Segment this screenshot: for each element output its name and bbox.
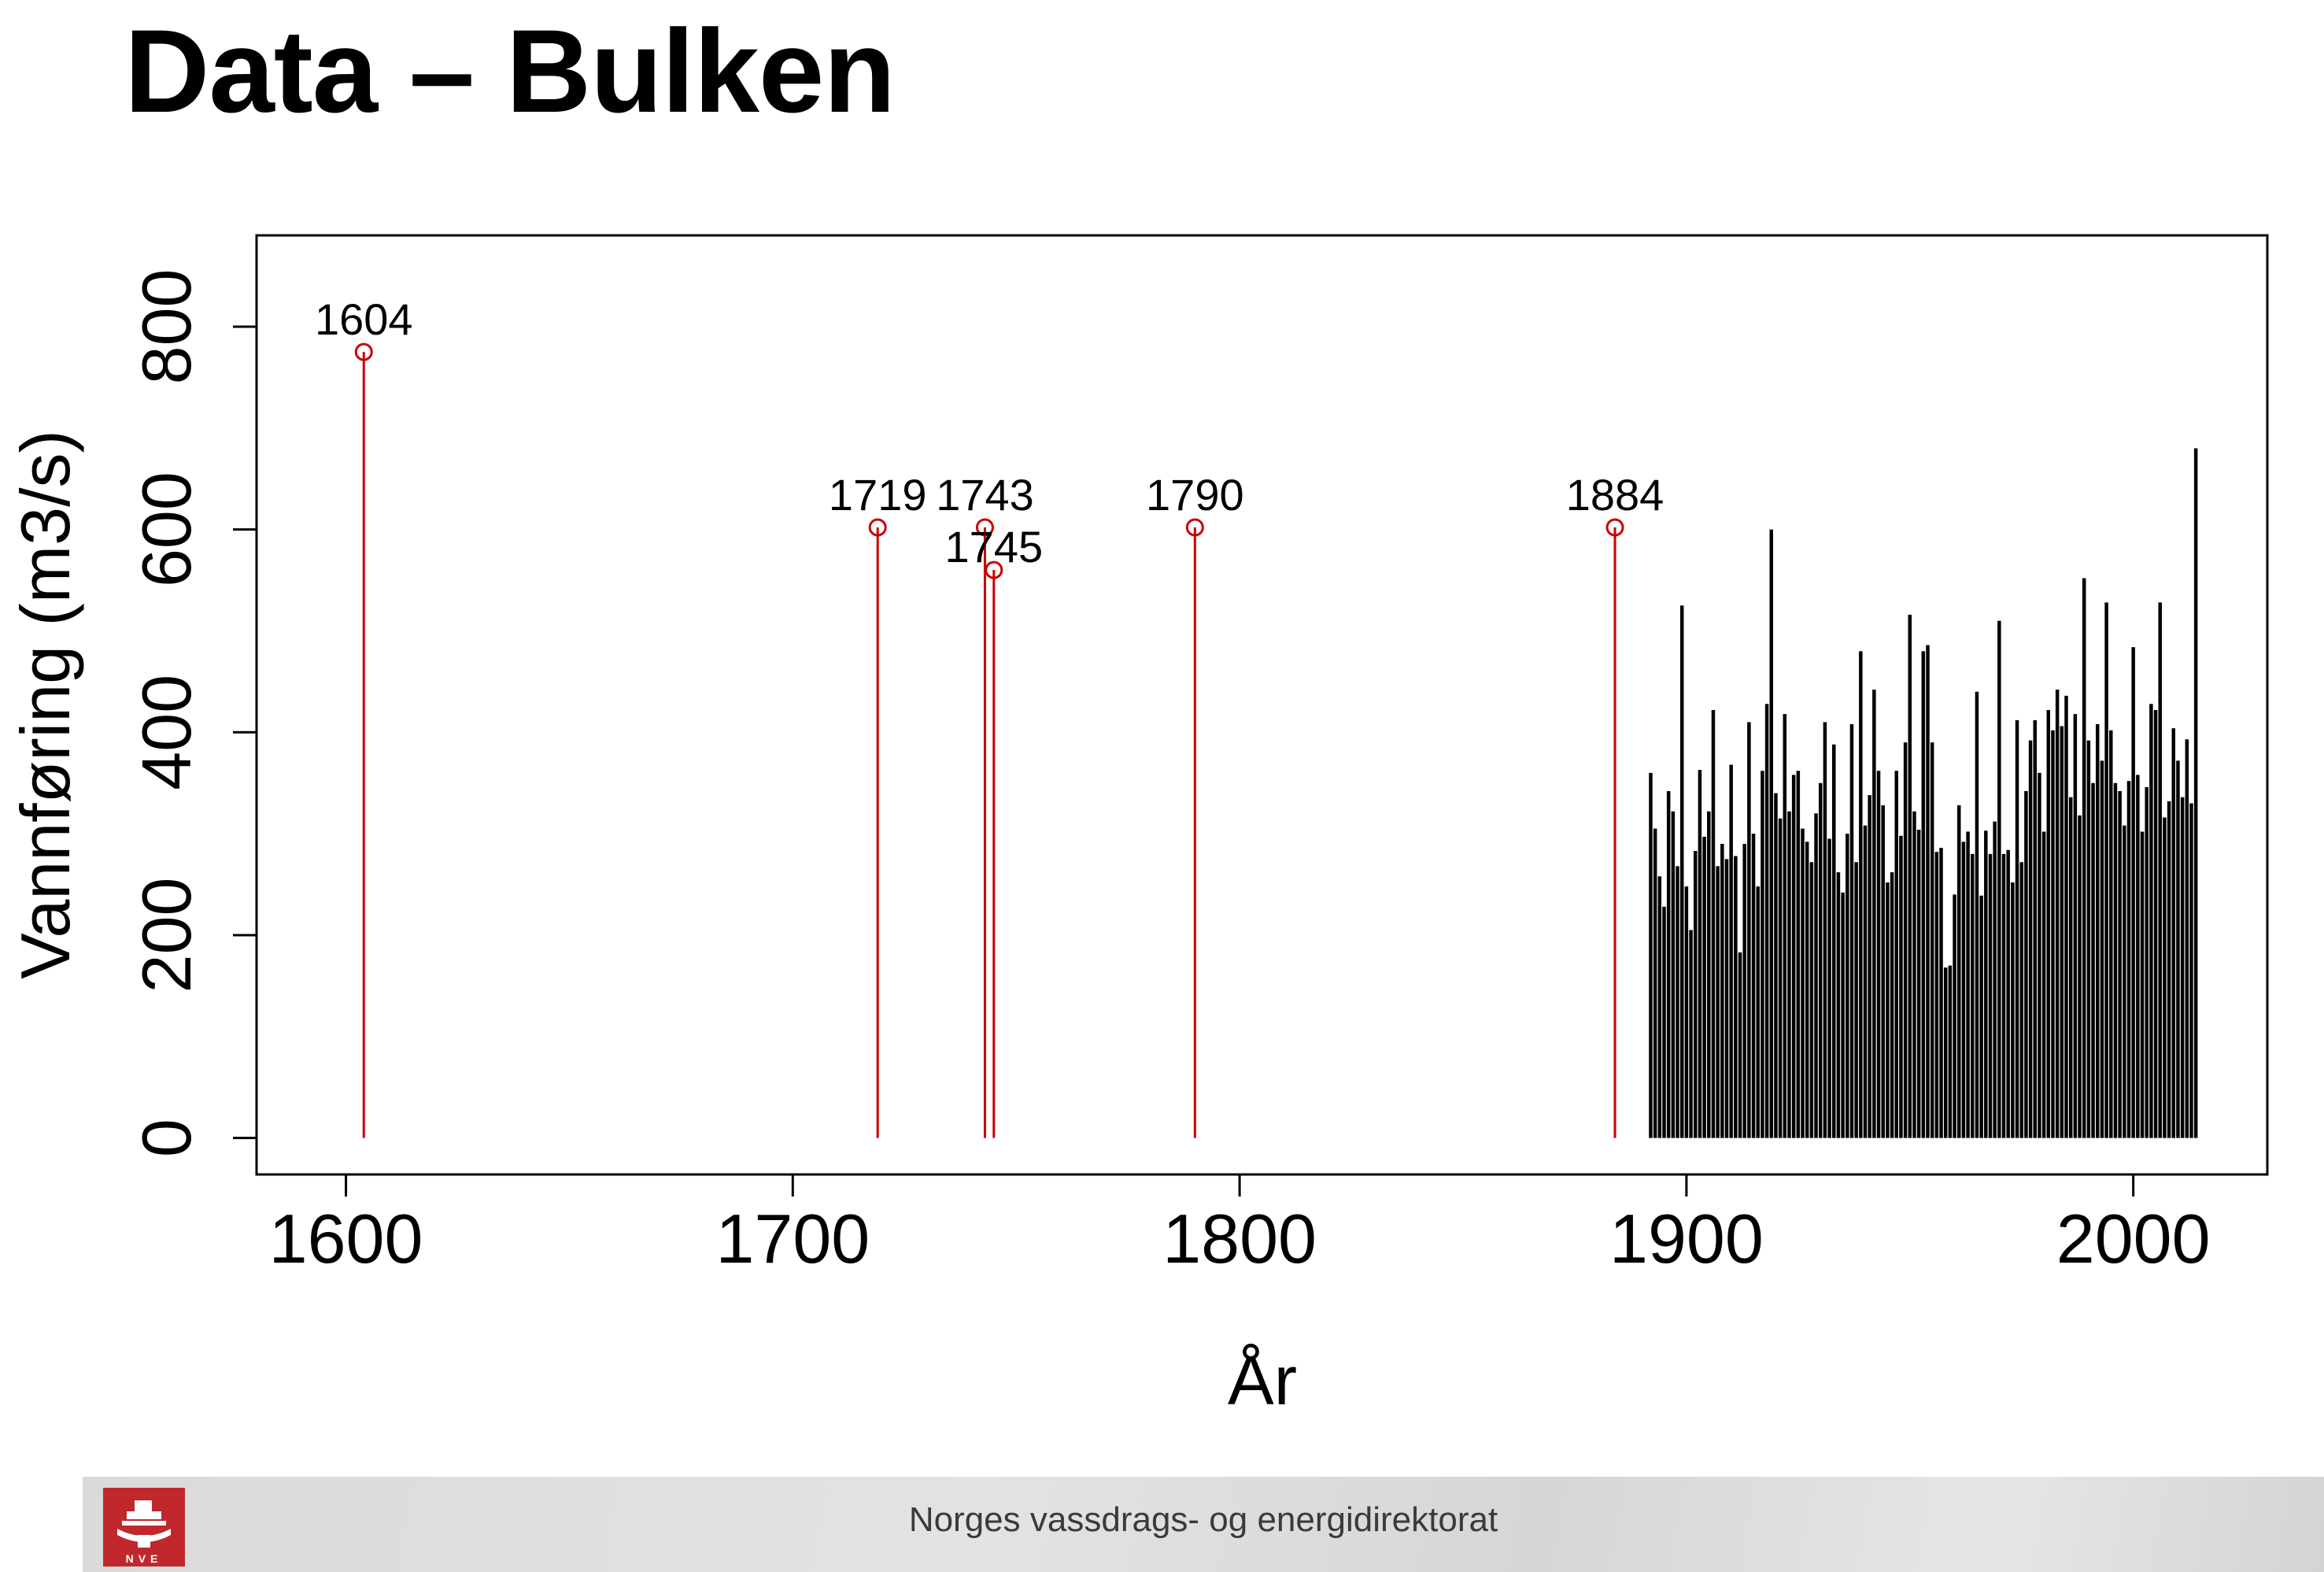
point-label-1790: 1790 bbox=[1146, 470, 1244, 520]
logo-text: NVE bbox=[126, 1552, 163, 1565]
x-axis-label: År bbox=[1228, 1341, 1297, 1419]
point-label-1719: 1719 bbox=[829, 470, 927, 520]
x-tick-label-1900: 1900 bbox=[1609, 1200, 1764, 1278]
slide-title: Data – Bulken bbox=[124, 5, 896, 137]
footer-bar: NVE Norges vassdrags- og energidirektora… bbox=[83, 1477, 2324, 1572]
nve-logo-icon: NVE bbox=[103, 1488, 185, 1566]
plot-frame bbox=[255, 234, 2269, 1176]
footer-text: Norges vassdrags- og energidirektorat bbox=[908, 1500, 1498, 1539]
historical-marker-1604 bbox=[354, 342, 373, 361]
x-tick-label-2000: 2000 bbox=[2056, 1200, 2211, 1278]
point-label-1743: 1743 bbox=[936, 470, 1034, 520]
x-tick-label-1600: 1600 bbox=[269, 1200, 423, 1278]
x-tick-label-1700: 1700 bbox=[715, 1200, 870, 1278]
y-tick-label-200: 200 bbox=[127, 878, 205, 993]
historical-marker-1790 bbox=[1185, 518, 1204, 537]
y-axis: 0 200 400 600 800 bbox=[127, 269, 258, 1157]
historical-markers bbox=[354, 342, 1624, 579]
point-label-1745: 1745 bbox=[945, 522, 1044, 571]
y-tick-label-600: 600 bbox=[127, 472, 205, 587]
y-tick-label-800: 800 bbox=[127, 269, 205, 385]
point-label-1884: 1884 bbox=[1566, 470, 1664, 520]
x-axis: 1600 1700 1800 1900 2000 bbox=[269, 1173, 2211, 1278]
data-stems bbox=[362, 352, 2198, 1138]
y-tick-label-400: 400 bbox=[127, 675, 205, 790]
y-tick-label-0: 0 bbox=[127, 1119, 205, 1157]
y-axis-label: Vannføring (m3/s) bbox=[6, 430, 84, 979]
historical-marker-1719 bbox=[868, 518, 887, 537]
point-label-1604: 1604 bbox=[315, 294, 413, 344]
x-tick-label-1800: 1800 bbox=[1162, 1200, 1317, 1278]
historical-marker-1884 bbox=[1605, 518, 1624, 537]
historical-marker-1745 bbox=[985, 560, 1003, 579]
historical-marker-1743 bbox=[975, 518, 994, 537]
